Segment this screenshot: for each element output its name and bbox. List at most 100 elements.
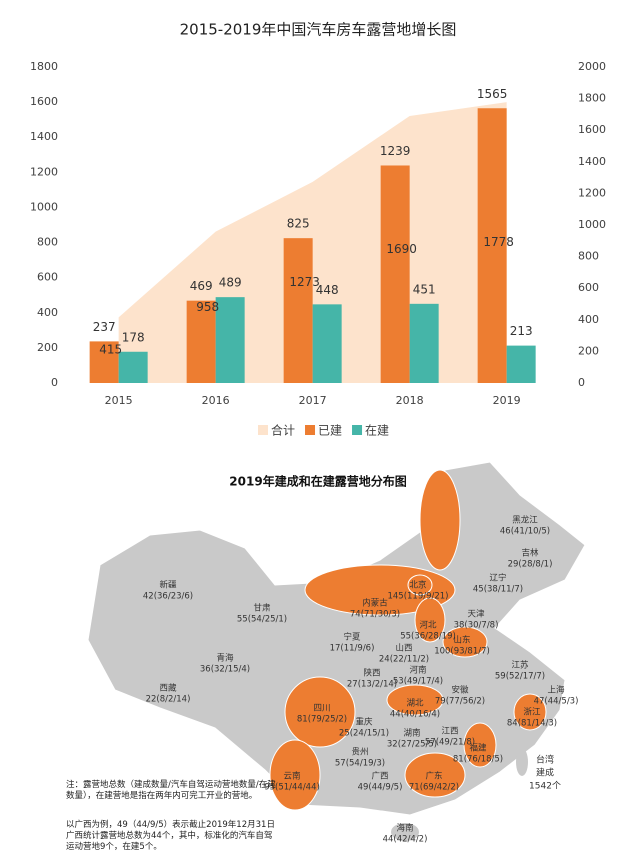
province-stats: 42(36/23/6) [143, 592, 193, 602]
province-name: 江苏 [511, 660, 529, 671]
x-tick-label: 2017 [299, 394, 327, 407]
data-label: 415 [99, 343, 122, 357]
province-stats: 38(30/7/8) [454, 621, 499, 631]
province-stats: 22(8/2/14) [146, 695, 191, 705]
province-name: 江西 [441, 727, 458, 737]
province-name: 福建 [469, 743, 487, 754]
y2-tick-label: 1800 [578, 92, 606, 105]
province-name: 甘肃 [253, 603, 271, 614]
data-label: 1239 [380, 144, 411, 158]
y-tick-label: 600 [37, 271, 58, 284]
province-stats: 17(11/9/6) [330, 644, 375, 654]
province-name: 辽宁 [489, 573, 506, 584]
province-name: 浙江 [523, 707, 541, 718]
province-name: 黑龙江 [512, 515, 538, 526]
province-stats: 95(51/44/44) [264, 783, 320, 793]
province-name: 新疆 [159, 580, 177, 591]
province-stats: 55(36/28/19) [400, 632, 456, 642]
y2-tick-label: 0 [578, 376, 585, 389]
data-label: 469 [190, 279, 213, 293]
province-stats: 100(93/81/7) [434, 647, 490, 657]
data-label: 237 [93, 320, 116, 334]
x-tick-label: 2019 [493, 394, 521, 407]
province-stats: 84(81/14/3) [507, 719, 557, 729]
hainan-shape [391, 823, 419, 841]
province-stats: 74(71/30/3) [350, 610, 400, 620]
x-tick-label: 2016 [202, 394, 230, 407]
taiwan-label: 台湾 [536, 754, 554, 766]
legend-label: 已建 [318, 424, 342, 438]
chart-title: 2015-2019年中国汽车房车露营地增长图 [180, 21, 457, 39]
province-stats: 32(27/25/5) [387, 740, 437, 750]
y2-tick-label: 800 [578, 250, 599, 263]
y2-tick-label: 1400 [578, 155, 606, 168]
bar [312, 304, 342, 383]
y2-tick-label: 1600 [578, 123, 606, 136]
province-stats: 53(49/17/4) [393, 677, 443, 687]
province-name: 四川 [313, 704, 330, 714]
bar [215, 297, 245, 383]
province-stats: 79(77/56/2) [435, 697, 485, 707]
legend-swatch [305, 425, 316, 435]
province-highlight [419, 469, 461, 571]
province-highlight [513, 693, 547, 731]
y-tick-label: 800 [37, 236, 58, 249]
bar [283, 238, 313, 383]
y-tick-label: 200 [37, 341, 58, 354]
y2-tick-label: 2000 [578, 60, 606, 73]
y2-tick-label: 400 [578, 313, 599, 326]
taiwan-shape [516, 748, 528, 776]
legend-label: 在建 [365, 424, 389, 438]
province-stats: 46(41/10/5) [500, 527, 550, 537]
province-stats: 25(24/15/1) [339, 729, 389, 739]
data-label: 489 [219, 276, 242, 290]
province-stats: 44(42/4/2) [383, 835, 428, 845]
bar [477, 108, 507, 383]
y2-tick-label: 1200 [578, 186, 606, 199]
data-label: 1778 [483, 235, 514, 249]
province-stats: 44(40/16/4) [390, 710, 440, 720]
y2-tick-label: 200 [578, 344, 599, 357]
province-highlight [386, 684, 444, 716]
data-label: 451 [413, 282, 436, 296]
province-stats: 57(49/21/8) [425, 738, 475, 748]
province-highlight [442, 626, 488, 658]
x-tick-label: 2018 [396, 394, 424, 407]
province-name: 广西 [371, 771, 388, 782]
y2-tick-label: 600 [578, 281, 599, 294]
province-name: 湖南 [403, 728, 420, 739]
province-name: 重庆 [355, 717, 373, 728]
y2-tick-label: 1000 [578, 218, 606, 231]
province-highlight [407, 574, 433, 596]
y-tick-label: 400 [37, 306, 58, 319]
province-stats: 49(44/9/5) [358, 783, 403, 793]
map-title: 2019年建成和在建露营地分布图 [229, 474, 406, 489]
province-name: 湖北 [406, 699, 424, 709]
data-label: 825 [287, 217, 310, 231]
province-stats: 24(22/11/2) [379, 655, 429, 665]
y-tick-label: 0 [51, 376, 58, 389]
y-tick-label: 1000 [30, 200, 58, 213]
data-label: 448 [316, 283, 339, 297]
province-stats: 27(13/2/14) [347, 680, 397, 690]
note: 以广西为例，49（44/9/5）表示截止2019年12月31日广西统计露营地总数… [66, 820, 275, 852]
province-name: 广东 [425, 771, 442, 782]
total-value: 1542个 [529, 781, 561, 792]
province-name: 贵州 [351, 747, 368, 758]
province-stats: 81(76/18/5) [453, 755, 503, 765]
province-name: 北京 [409, 580, 426, 591]
y-tick-label: 1200 [30, 165, 58, 178]
province-name: 天津 [467, 609, 485, 620]
map [87, 461, 586, 841]
bar [409, 303, 439, 383]
province-stats: 47(44/5/3) [534, 697, 579, 707]
province-name: 安徽 [451, 685, 469, 696]
bar [89, 341, 119, 383]
bar [186, 300, 216, 383]
total-label: 建成 [536, 767, 554, 779]
province-name: 海南 [396, 823, 413, 834]
province-name: 吉林 [521, 548, 539, 559]
province-name: 上海 [547, 685, 565, 696]
province-name: 西藏 [159, 683, 177, 694]
bar [380, 165, 410, 383]
